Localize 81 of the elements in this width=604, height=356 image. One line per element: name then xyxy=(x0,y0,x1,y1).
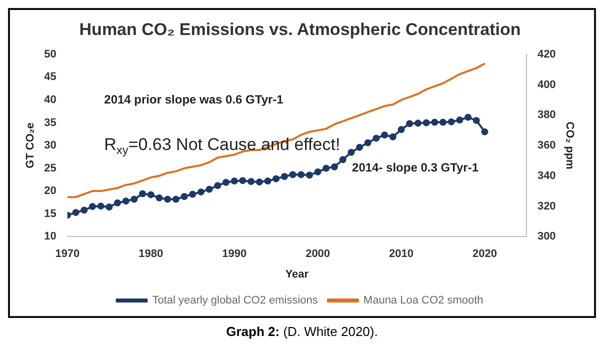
y-tick-label: 40 xyxy=(44,94,56,106)
legend-label: Total yearly global CO2 emissions xyxy=(152,294,318,307)
y2-tick-label: 300 xyxy=(537,230,556,243)
caption: Graph 2: (D. White 2020). xyxy=(226,324,378,339)
point xyxy=(164,196,172,203)
point xyxy=(122,198,130,205)
point xyxy=(414,120,422,127)
point xyxy=(422,119,430,126)
y-tick-label: 10 xyxy=(44,230,56,243)
point xyxy=(147,191,154,198)
point xyxy=(330,163,338,170)
point xyxy=(139,190,146,198)
point xyxy=(239,177,246,184)
y2-tick-label: 420 xyxy=(537,48,556,60)
point xyxy=(222,178,230,186)
point xyxy=(256,178,263,186)
point xyxy=(130,196,138,203)
point xyxy=(448,118,455,126)
legend-label: Mauna Loa CO2 smooth xyxy=(363,294,484,307)
point xyxy=(298,171,305,178)
y-tick-label: 45 xyxy=(44,71,56,84)
x-tick-label: 2000 xyxy=(306,248,330,260)
point xyxy=(280,172,288,180)
y-tick-label: 20 xyxy=(44,185,56,198)
chart-title: Human CO₂ Emissions vs. Atmospheric Concentration xyxy=(79,20,521,39)
point xyxy=(356,144,364,151)
point xyxy=(272,175,280,182)
point xyxy=(114,199,122,206)
point xyxy=(72,208,80,216)
y-tick-label: 50 xyxy=(44,48,56,60)
point xyxy=(431,118,438,126)
y2-tick-label: 320 xyxy=(537,200,556,212)
point xyxy=(197,188,204,196)
x-tick-label: 2010 xyxy=(389,248,414,260)
point xyxy=(106,203,113,210)
annotation: 2014- slope 0.3 GTyr-1 xyxy=(352,160,479,175)
point xyxy=(348,148,355,156)
y-tick-label: 35 xyxy=(44,116,56,129)
point xyxy=(439,118,446,126)
point xyxy=(189,190,196,198)
point xyxy=(289,171,296,178)
point xyxy=(206,186,213,193)
point xyxy=(172,196,180,203)
point xyxy=(248,178,255,185)
point xyxy=(180,193,188,200)
annotation: 2014 prior slope was 0.6 GTyr-1 xyxy=(104,92,284,106)
point xyxy=(306,172,313,179)
y-axis-title: GT CO₂e xyxy=(24,122,37,168)
y2-tick-label: 360 xyxy=(537,140,556,152)
x-tick-label: 1970 xyxy=(55,248,80,260)
point xyxy=(364,139,372,146)
x-axis-title: Year xyxy=(285,268,310,280)
point xyxy=(214,182,222,190)
point xyxy=(389,133,396,140)
point xyxy=(481,128,488,136)
point xyxy=(314,168,322,176)
y2-tick-label: 340 xyxy=(537,170,556,182)
y2-tick-label: 400 xyxy=(537,78,556,91)
y2-axis-title: CO₂ ppm xyxy=(563,122,576,170)
point xyxy=(398,126,405,134)
y-tick-label: 15 xyxy=(44,208,56,220)
x-tick-label: 1980 xyxy=(138,248,164,260)
point xyxy=(472,116,480,124)
point xyxy=(230,178,238,185)
y-tick-label: 30 xyxy=(44,140,56,152)
y-tick-label: 25 xyxy=(44,162,56,174)
point xyxy=(339,156,346,164)
x-tick-label: 1990 xyxy=(222,248,247,260)
point xyxy=(372,134,380,142)
point xyxy=(264,178,272,185)
point xyxy=(381,132,388,139)
point xyxy=(322,164,330,172)
point xyxy=(88,203,96,210)
point xyxy=(80,206,88,214)
point xyxy=(97,202,104,210)
point xyxy=(156,194,163,202)
point xyxy=(406,120,414,128)
y2-tick-label: 380 xyxy=(537,109,556,122)
point xyxy=(456,116,464,124)
point xyxy=(464,114,472,121)
x-tick-label: 2020 xyxy=(472,248,497,260)
